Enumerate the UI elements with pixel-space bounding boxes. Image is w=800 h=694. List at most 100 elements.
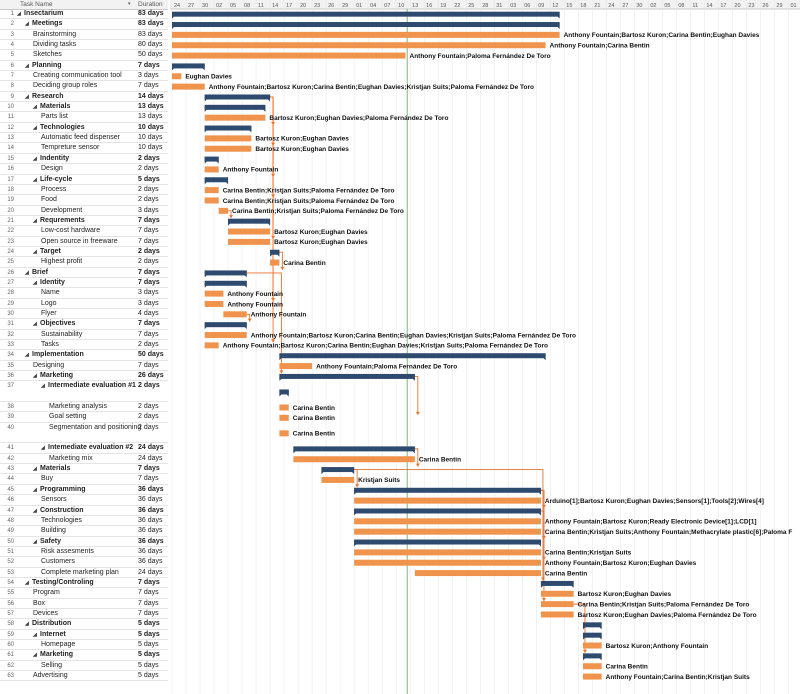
task-duration[interactable]: 36 days: [138, 558, 163, 566]
task-row[interactable]: 44 Buy 7 days: [0, 474, 168, 485]
task-duration[interactable]: 10 days: [138, 123, 164, 131]
task-duration[interactable]: 26 days: [138, 372, 164, 380]
task-row[interactable]: 14 Tempreture sensor 10 days: [0, 143, 168, 154]
task-duration[interactable]: 83 days: [138, 20, 164, 28]
task-row[interactable]: 19 Food 2 days: [0, 195, 168, 206]
collapse-triangle-icon[interactable]: ◢: [25, 352, 29, 359]
task-duration[interactable]: 2 days: [138, 196, 159, 204]
task-duration[interactable]: 7 days: [138, 278, 160, 286]
task-name[interactable]: ◢ Marketing: [17, 371, 151, 381]
task-name[interactable]: Box: [17, 599, 151, 609]
task-duration[interactable]: 36 days: [138, 516, 163, 524]
task-row[interactable]: 56 Box 7 days: [0, 599, 168, 609]
task-name[interactable]: Sketches: [17, 50, 151, 60]
task-name[interactable]: Flyer: [17, 309, 159, 319]
collapse-triangle-icon[interactable]: ◢: [33, 248, 37, 255]
task-name[interactable]: Homepage: [17, 640, 159, 650]
task-row[interactable]: 63 Advertising 5 days: [0, 671, 168, 682]
collapse-triangle-icon[interactable]: ◢: [33, 652, 37, 659]
task-row[interactable]: 7 Creating communication tool 3 days: [0, 71, 168, 82]
task-duration[interactable]: 4 days: [138, 309, 159, 317]
task-row[interactable]: 26 ◢ Brief 7 days: [0, 268, 168, 278]
task-name[interactable]: ◢ Research: [17, 92, 143, 102]
task-row[interactable]: 37 ◢ Intermediate evaluation #1 2 days: [0, 381, 168, 403]
task-name[interactable]: ◢ Materials: [17, 464, 151, 474]
task-row[interactable]: 10 ◢ Materials 13 days: [0, 102, 168, 113]
task-row[interactable]: 55 Program 7 days: [0, 588, 168, 599]
task-duration[interactable]: 2 days: [138, 413, 159, 421]
task-name[interactable]: Design: [17, 164, 159, 174]
task-name[interactable]: ◢ Implementation: [17, 350, 143, 360]
task-name[interactable]: Marketing analysis: [17, 402, 167, 412]
task-duration[interactable]: 36 days: [138, 547, 163, 555]
task-row[interactable]: 48 Technologies 36 days: [0, 516, 168, 527]
task-name[interactable]: Parts list: [17, 112, 159, 122]
task-row[interactable]: 39 Goal setting 2 days: [0, 412, 168, 423]
task-name[interactable]: ◢ Objectives: [17, 319, 151, 329]
task-row[interactable]: 16 Design 2 days: [0, 164, 168, 175]
task-duration[interactable]: 5 days: [138, 630, 160, 638]
task-name[interactable]: Open source in freeware: [17, 237, 159, 247]
task-row[interactable]: 49 Building 36 days: [0, 526, 168, 537]
task-row[interactable]: 45 ◢ Programming 36 days: [0, 485, 168, 496]
collapse-triangle-icon[interactable]: ◢: [33, 631, 37, 638]
task-duration[interactable]: 83 days: [138, 10, 164, 17]
task-duration[interactable]: 7 days: [138, 599, 159, 607]
task-row[interactable]: 36 ◢ Marketing 26 days: [0, 371, 168, 382]
task-row[interactable]: 46 Sensors 36 days: [0, 495, 168, 506]
task-duration[interactable]: 7 days: [138, 361, 159, 369]
task-row[interactable]: 32 Sustainability 7 days: [0, 330, 168, 340]
collapse-triangle-icon[interactable]: ◢: [33, 124, 37, 131]
task-row[interactable]: 6 ◢ Planning 7 days: [0, 61, 168, 72]
task-duration[interactable]: 7 days: [138, 268, 160, 276]
task-name[interactable]: ◢ Brief: [17, 268, 143, 278]
task-duration[interactable]: 2 days: [138, 247, 160, 255]
task-row[interactable]: 5 Sketches 50 days: [0, 50, 168, 61]
task-name[interactable]: Technologies: [17, 516, 159, 526]
collapse-triangle-icon[interactable]: ◢: [33, 538, 37, 545]
task-row[interactable]: 17 ◢ Life-cycle 5 days: [0, 175, 168, 185]
task-row[interactable]: 38 Marketing analysis 2 days: [0, 402, 168, 413]
task-row[interactable]: 35 Designing 7 days: [0, 361, 168, 372]
task-row[interactable]: 34 ◢ Implementation 50 days: [0, 350, 168, 361]
task-row[interactable]: 20 Development 3 days: [0, 206, 168, 216]
task-row[interactable]: 33 Tasks 2 days: [0, 340, 168, 351]
task-name[interactable]: ◢ Distribution: [17, 619, 143, 629]
task-name[interactable]: ◢ Safety: [17, 537, 151, 547]
collapse-triangle-icon[interactable]: ◢: [33, 507, 37, 514]
task-duration[interactable]: 10 days: [138, 144, 163, 152]
task-row[interactable]: 1 ◢ Insectarium 83 days: [0, 9, 168, 20]
task-name[interactable]: Brainstorming: [17, 30, 151, 40]
task-row[interactable]: 21 ◢ Requrements 7 days: [0, 216, 168, 227]
task-name[interactable]: Sustainability: [17, 330, 159, 340]
column-header-duration[interactable]: Duration: [138, 1, 163, 8]
task-name[interactable]: ◢ Insectarium: [17, 9, 135, 19]
task-name[interactable]: ◢ Intemediate evaluation #2: [17, 443, 159, 453]
task-duration[interactable]: 50 days: [138, 51, 163, 59]
task-name[interactable]: Devices: [17, 609, 151, 619]
task-duration[interactable]: 2 days: [138, 403, 159, 411]
task-row[interactable]: 9 ◢ Research 14 days: [0, 92, 168, 103]
task-name[interactable]: Customers: [17, 557, 159, 567]
task-duration[interactable]: 3 days: [138, 206, 159, 214]
task-duration[interactable]: 7 days: [138, 465, 160, 473]
collapse-triangle-icon[interactable]: ◢: [25, 21, 29, 28]
task-duration[interactable]: 2 days: [138, 341, 159, 348]
task-name[interactable]: Process: [17, 185, 159, 195]
task-row[interactable]: 30 Flyer 4 days: [0, 309, 168, 320]
task-duration[interactable]: 3 days: [138, 289, 159, 297]
task-row[interactable]: 18 Process 2 days: [0, 185, 168, 196]
task-duration[interactable]: 7 days: [138, 330, 159, 338]
task-name[interactable]: Automatic feed dispenser: [17, 133, 159, 143]
chevron-down-icon[interactable]: ▾: [128, 1, 131, 7]
task-duration[interactable]: 36 days: [138, 527, 163, 535]
task-name[interactable]: Buy: [17, 474, 159, 484]
task-row[interactable]: 43 ◢ Materials 7 days: [0, 464, 168, 475]
task-name[interactable]: ◢ Life-cycle: [17, 175, 151, 185]
task-name[interactable]: Highest profit: [17, 257, 159, 267]
task-row[interactable]: 57 Devices 7 days: [0, 609, 168, 620]
task-name[interactable]: ◢ Indentity: [17, 154, 151, 164]
task-row[interactable]: 59 ◢ Internet 5 days: [0, 630, 168, 640]
task-duration[interactable]: 24 days: [138, 568, 163, 576]
task-duration[interactable]: 7 days: [138, 609, 159, 617]
